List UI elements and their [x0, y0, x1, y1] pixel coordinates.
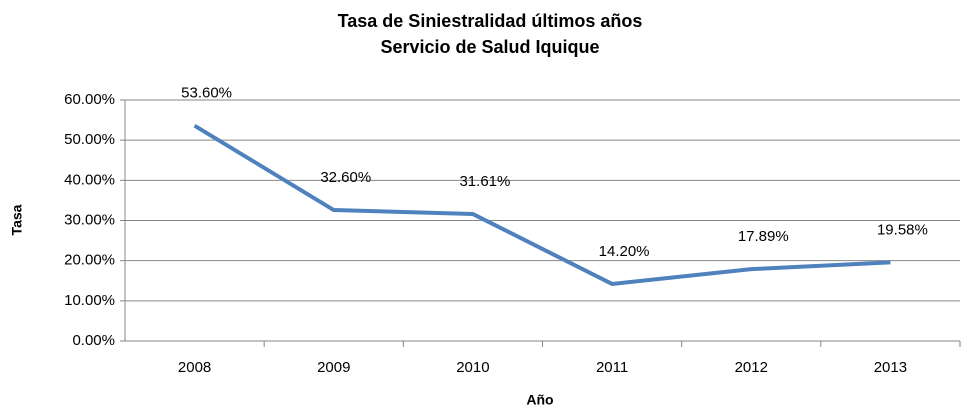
x-tick-label: 2012 — [735, 359, 768, 376]
y-axis-title: Tasa — [9, 204, 25, 235]
x-axis-title: Año — [526, 392, 553, 408]
y-tick-label: 50.00% — [64, 131, 115, 148]
y-tick-label: 30.00% — [64, 211, 115, 228]
data-label: 53.60% — [181, 85, 232, 102]
y-tick-label: 40.00% — [64, 171, 115, 188]
x-tick-label: 2011 — [596, 359, 628, 376]
y-tick-label: 60.00% — [64, 91, 115, 108]
chart-title: Tasa de Siniestralidad últimos años — [338, 11, 643, 31]
x-tick-label: 2009 — [317, 359, 350, 376]
x-tick-label: 2008 — [178, 359, 211, 376]
data-label: 14.20% — [599, 243, 650, 260]
x-tick-label: 2013 — [874, 359, 907, 376]
data-label: 19.58% — [877, 221, 928, 238]
line-series — [193, 123, 891, 286]
y-tick-label: 0.00% — [72, 332, 115, 349]
data-label: 32.60% — [320, 169, 371, 186]
y-tick-label: 10.00% — [64, 292, 115, 309]
chart-subtitle: Servicio de Salud Iquique — [380, 37, 599, 57]
data-label: 31.61% — [459, 173, 510, 190]
data-label: 17.89% — [738, 228, 789, 245]
x-tick-label: 2010 — [456, 359, 489, 376]
y-tick-label: 20.00% — [64, 252, 115, 269]
